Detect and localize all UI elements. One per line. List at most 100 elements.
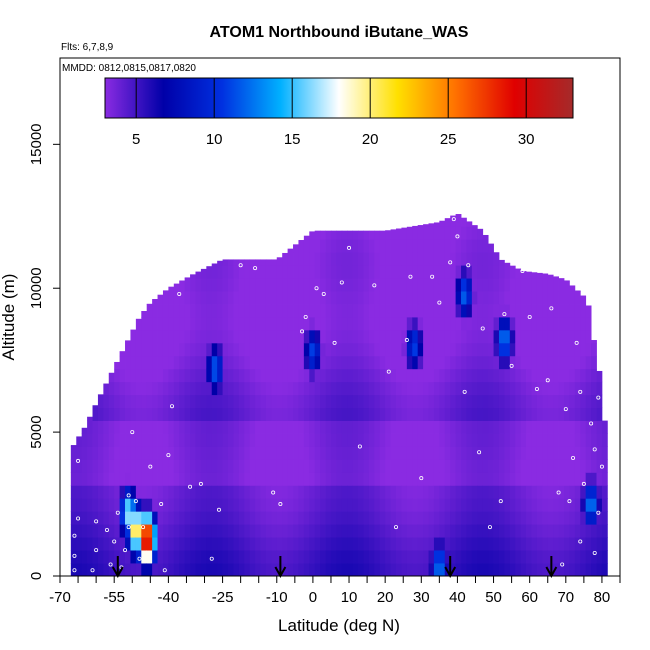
heat-cell xyxy=(379,355,386,370)
heat-cell xyxy=(108,537,115,551)
heat-cell xyxy=(433,329,440,344)
heat-cell xyxy=(298,291,305,305)
heat-cell xyxy=(309,329,316,344)
heat-cell xyxy=(162,290,169,292)
heat-cell xyxy=(488,459,494,473)
heat-cell xyxy=(179,280,186,292)
heat-cell xyxy=(303,420,310,434)
heat-cell xyxy=(320,252,326,266)
heat-cell xyxy=(450,485,457,499)
heat-cell xyxy=(287,485,294,499)
heat-cell xyxy=(564,394,570,409)
heat-cell xyxy=(368,368,375,383)
heat-cell xyxy=(276,407,283,421)
heat-cell xyxy=(569,511,576,525)
heat-cell xyxy=(390,433,397,447)
heat-cell xyxy=(374,485,381,499)
heat-cell xyxy=(591,381,597,396)
heat-cell xyxy=(363,472,370,486)
heat-cell xyxy=(498,446,505,460)
heat-cell xyxy=(412,472,419,486)
heat-cell xyxy=(222,407,229,421)
heat-cell xyxy=(401,265,408,279)
heat-cell xyxy=(482,234,489,240)
heat-cell xyxy=(347,407,354,421)
heat-cell xyxy=(298,304,305,318)
heat-cell xyxy=(130,563,137,576)
heat-cell xyxy=(222,329,229,344)
sample-point xyxy=(357,444,362,449)
heat-cell xyxy=(255,524,261,538)
heat-cell xyxy=(477,317,484,331)
heat-cell xyxy=(520,498,527,512)
heat-cell xyxy=(498,550,505,564)
heat-cell xyxy=(211,420,218,434)
heat-cell xyxy=(498,407,505,421)
heat-cell xyxy=(271,342,278,357)
heat-cell xyxy=(504,550,511,564)
heat-cell xyxy=(330,304,337,318)
heat-cell xyxy=(341,407,348,421)
heat-cell xyxy=(477,304,484,318)
heat-cell xyxy=(412,291,419,305)
heat-cell xyxy=(363,230,370,240)
heat-cell xyxy=(504,381,511,396)
heat-cell xyxy=(482,511,489,525)
heat-cell xyxy=(81,511,88,525)
heat-cell xyxy=(287,368,294,383)
heat-cell xyxy=(238,291,245,305)
heat-cell xyxy=(293,291,299,305)
x-axis: -70 -55 -40 -25 -10 0 10 20 30 40 50 60 70 80 xyxy=(49,576,621,606)
heat-cell xyxy=(135,498,142,512)
heat-cell xyxy=(228,563,234,576)
heat-cell xyxy=(233,498,240,512)
heat-cell xyxy=(287,550,294,564)
heat-cell xyxy=(385,550,391,564)
heat-cell xyxy=(515,550,522,564)
heat-cell xyxy=(461,537,467,551)
heat-cell xyxy=(417,446,424,460)
heat-cell xyxy=(314,381,321,396)
heat-cell xyxy=(125,524,131,538)
heat-cell xyxy=(601,537,608,551)
heat-cell xyxy=(103,420,110,434)
heat-cell xyxy=(471,394,478,409)
heat-cell xyxy=(265,537,272,551)
heat-cell xyxy=(406,420,413,434)
heat-cell xyxy=(526,278,532,292)
heat-cell xyxy=(341,472,348,486)
heat-cell xyxy=(347,317,354,331)
heat-cell xyxy=(135,407,142,421)
heat-cell xyxy=(249,381,256,396)
heat-cell xyxy=(146,433,153,447)
heat-cell xyxy=(314,472,321,486)
heat-cell xyxy=(260,563,267,576)
heat-cell xyxy=(190,563,196,576)
heat-cell xyxy=(526,317,532,331)
heat-cell xyxy=(374,265,381,279)
heat-cell xyxy=(135,446,142,460)
heat-cell xyxy=(157,420,164,434)
heat-cell xyxy=(168,563,175,576)
heat-cell xyxy=(341,329,348,344)
heat-cell xyxy=(200,511,207,525)
heat-cell xyxy=(385,394,391,409)
heat-cell xyxy=(547,498,554,512)
heat-cell xyxy=(423,498,429,512)
heat-cell xyxy=(130,329,137,344)
heat-cell xyxy=(477,394,484,409)
heat-cell xyxy=(228,291,234,305)
heat-cell xyxy=(450,472,457,486)
heat-cell xyxy=(130,550,137,564)
heat-cell xyxy=(228,265,234,279)
heat-cell xyxy=(412,498,419,512)
heat-cell xyxy=(330,355,337,370)
heat-cell xyxy=(412,485,419,499)
heat-cell xyxy=(195,472,202,486)
heat-cell xyxy=(466,446,473,460)
heat-cell xyxy=(374,420,381,434)
heat-cell xyxy=(358,446,364,460)
heat-cell xyxy=(114,511,121,525)
heat-cell xyxy=(287,407,294,421)
heat-cell xyxy=(146,511,153,525)
